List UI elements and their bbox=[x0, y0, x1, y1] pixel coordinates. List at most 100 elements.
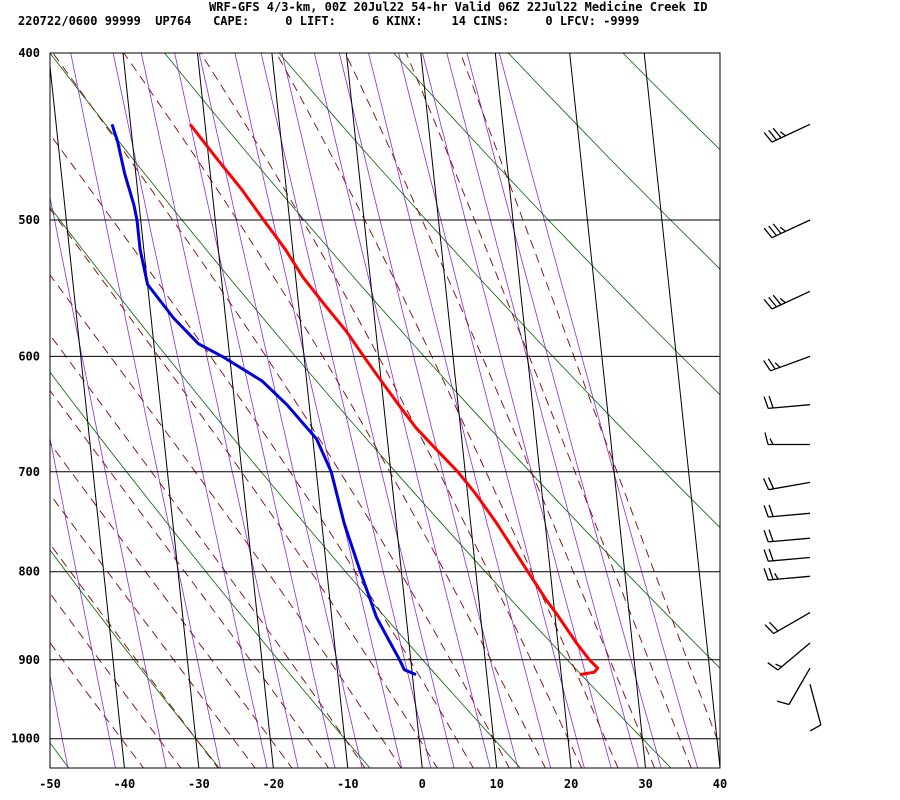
moist-adiabat-line bbox=[50, 592, 182, 768]
wind-barb bbox=[763, 477, 811, 491]
wind-barb bbox=[763, 529, 811, 543]
barb-feather bbox=[776, 700, 790, 706]
temperature-tick-label: -30 bbox=[188, 777, 210, 791]
temperature-tick-label: -20 bbox=[262, 777, 284, 791]
sounding-stats: 220722/0600 99999 UP764 CAPE: 0 LIFT: 6 … bbox=[18, 14, 640, 28]
moist-adiabat-line bbox=[50, 493, 256, 768]
barb-staff bbox=[773, 612, 811, 635]
barb-feather bbox=[763, 505, 769, 518]
grid-lines bbox=[50, 53, 720, 768]
barb-feather bbox=[768, 529, 774, 542]
isohume-line bbox=[498, 53, 699, 768]
moist-adiabat-line bbox=[50, 208, 438, 768]
barb-feather bbox=[763, 478, 770, 490]
pressure-tick-label: 500 bbox=[18, 213, 40, 227]
barb-feather bbox=[769, 438, 774, 445]
isotherm-line bbox=[569, 53, 647, 768]
barb-feather bbox=[774, 573, 779, 580]
wind-barb bbox=[763, 504, 811, 518]
dry-adiabat-line bbox=[622, 53, 720, 151]
barb-feather bbox=[779, 226, 786, 232]
pressure-tick-labels: 400 500 600 700 800 900 1000 bbox=[11, 46, 40, 746]
moist-adiabat-line bbox=[50, 641, 145, 768]
isohume-line bbox=[174, 53, 336, 768]
barb-staff bbox=[771, 123, 811, 143]
isotherm-line bbox=[122, 53, 200, 768]
isotherm-line bbox=[345, 53, 423, 768]
barb-feather bbox=[768, 225, 778, 237]
dry-adiabat-line bbox=[50, 549, 220, 768]
isohume-line bbox=[140, 53, 299, 768]
wind-barb bbox=[763, 123, 811, 143]
barb-feather bbox=[774, 362, 781, 368]
wind-barb bbox=[767, 642, 811, 671]
dry-adiabat-line bbox=[50, 53, 672, 768]
isohume-line bbox=[422, 53, 612, 768]
isohume-line bbox=[234, 53, 403, 768]
pressure-tick-label: 800 bbox=[18, 565, 40, 579]
temperature-tick-label: 40 bbox=[713, 777, 727, 791]
barb-feather bbox=[768, 296, 778, 308]
barb-feather bbox=[779, 297, 786, 304]
dry-adiabat-line bbox=[393, 53, 720, 396]
isotherm-line bbox=[494, 53, 572, 768]
barb-feather bbox=[772, 223, 782, 234]
moist-adiabat-line bbox=[199, 53, 583, 768]
barb-staff bbox=[809, 684, 822, 726]
dewpoint-profile bbox=[110, 123, 417, 676]
barb-staff bbox=[768, 556, 811, 562]
barb-staff bbox=[777, 642, 811, 671]
barb-staff bbox=[788, 667, 811, 705]
moist-adiabat-line bbox=[50, 543, 219, 768]
barb-feather bbox=[763, 568, 769, 581]
dry-adiabat-line bbox=[278, 53, 720, 529]
barb-staff bbox=[768, 481, 811, 491]
isohume-line bbox=[466, 53, 662, 768]
pressure-tick-label: 600 bbox=[18, 349, 40, 363]
dry-adiabat-line bbox=[50, 371, 371, 768]
temperature-tick-label: -40 bbox=[114, 777, 136, 791]
moist-adiabat-line bbox=[52, 53, 510, 768]
pressure-tick-label: 700 bbox=[18, 465, 40, 479]
wind-barb bbox=[763, 548, 811, 562]
barb-staff bbox=[768, 537, 811, 543]
wind-barbs bbox=[763, 123, 822, 732]
wind-barb bbox=[763, 355, 811, 372]
isohume-line bbox=[368, 53, 552, 768]
barb-feather bbox=[767, 358, 776, 370]
moist-adiabat-line bbox=[459, 53, 720, 749]
barb-feather bbox=[763, 360, 772, 372]
isohume-line bbox=[281, 53, 455, 768]
wind-barb bbox=[763, 395, 811, 410]
barb-feather bbox=[772, 127, 782, 139]
barb-feather bbox=[763, 298, 773, 310]
moist-adiabat-line bbox=[50, 389, 330, 768]
isotherm-line bbox=[271, 53, 349, 768]
barb-staff bbox=[768, 575, 811, 581]
pressure-tick-label: 900 bbox=[18, 653, 40, 667]
barb-feather bbox=[764, 624, 775, 635]
barb-feather bbox=[772, 294, 782, 306]
barb-feather bbox=[768, 548, 774, 561]
barb-feather bbox=[767, 477, 775, 490]
wind-barb bbox=[763, 219, 811, 239]
sounding-series bbox=[110, 123, 600, 677]
dry-adiabat-line bbox=[811, 15, 900, 783]
barb-staff bbox=[768, 404, 811, 410]
chart-title: WRF-GFS 4/3-km, 00Z 20Jul22 54-hr Valid … bbox=[209, 0, 708, 14]
barb-staff bbox=[771, 219, 811, 239]
barb-feather bbox=[768, 567, 774, 580]
isohume-line bbox=[398, 53, 585, 768]
isohume-line bbox=[446, 53, 639, 768]
barb-feather bbox=[809, 724, 822, 732]
wind-barb bbox=[776, 667, 811, 706]
temperature-tick-label: 30 bbox=[638, 777, 652, 791]
barb-feather bbox=[768, 395, 774, 409]
barb-feather bbox=[768, 129, 778, 141]
isotherm-line bbox=[50, 61, 125, 768]
isohume-line bbox=[338, 53, 519, 768]
temperature-tick-label: 0 bbox=[419, 777, 426, 791]
barb-feather bbox=[764, 432, 769, 445]
isohume-line bbox=[198, 53, 363, 768]
